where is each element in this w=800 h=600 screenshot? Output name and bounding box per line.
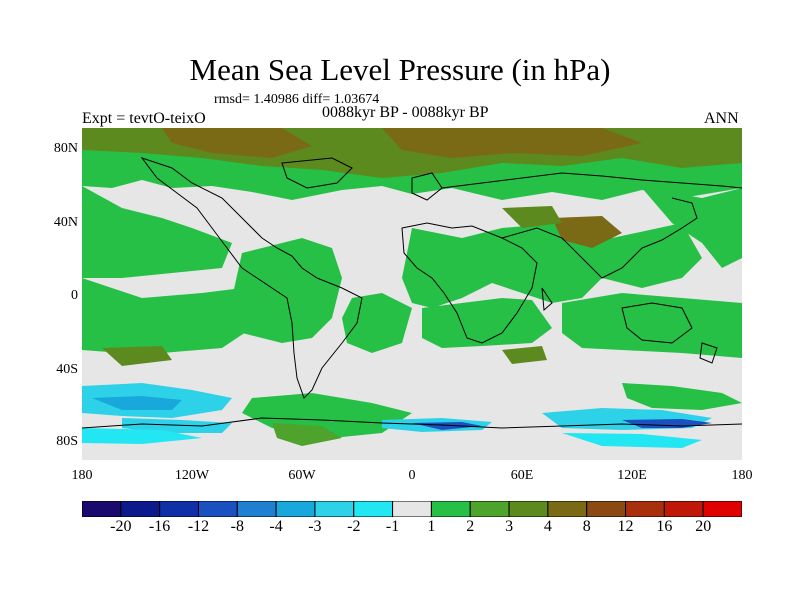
legend-label: -2 [347, 518, 361, 535]
legend-swatch [314, 501, 355, 517]
legend-swatch [625, 501, 665, 517]
legend-label: 12 [617, 518, 634, 535]
legend-label: 20 [695, 518, 712, 535]
lon-label-0: 0 [408, 468, 416, 483]
legend-label: 16 [656, 518, 673, 535]
legend-colorbar [82, 501, 742, 517]
legend-swatch [197, 501, 238, 517]
legend-swatch [236, 501, 277, 517]
legend-swatch [159, 501, 199, 517]
legend-swatch [702, 501, 742, 517]
legend-label: -1 [385, 518, 400, 535]
legend-label: 4 [543, 518, 552, 535]
legend-swatch [508, 501, 549, 517]
legend-swatch [392, 501, 432, 517]
legend-swatch [275, 501, 316, 517]
legend-swatch [120, 501, 161, 517]
lat-label-40n: 40N [53, 215, 78, 230]
legend-label: -4 [269, 518, 283, 535]
lon-label-180e: 180 [731, 468, 753, 483]
stats-label: rmsd= 1.40986 diff= 1.03674 [214, 92, 380, 107]
lon-label-120w: 120W [174, 468, 210, 483]
season-label: ANN [704, 110, 739, 127]
lat-label-40s: 40S [56, 362, 78, 377]
lat-label-0: 0 [71, 288, 78, 303]
map-title: Mean Sea Level Pressure (in hPa) [189, 52, 611, 87]
legend-label: -12 [187, 518, 210, 535]
legend-swatch [353, 501, 394, 517]
legend-swatch [547, 501, 588, 517]
legend-swatch [663, 501, 704, 517]
legend-label: 2 [466, 518, 475, 535]
lon-label-60w: 60W [288, 468, 316, 483]
legend-label: 8 [582, 518, 591, 535]
legend-label: -3 [308, 518, 322, 535]
pressure-map [82, 128, 742, 460]
lat-label-80s: 80S [56, 434, 78, 449]
legend-swatch [469, 501, 510, 517]
legend-label: -8 [230, 518, 244, 535]
lat-label-80n: 80N [53, 141, 78, 156]
legend-label: -20 [110, 518, 132, 535]
experiment-label: Expt = tevtO-teixO [82, 110, 206, 127]
legend-label: -16 [148, 518, 171, 535]
legend-label: 1 [427, 518, 436, 535]
legend-swatch [430, 501, 471, 517]
lon-label-180w: 180 [71, 468, 93, 483]
legend-swatch [586, 501, 627, 517]
lon-label-120e: 120E [617, 468, 647, 483]
lon-label-60e: 60E [510, 468, 534, 483]
legend-swatch [82, 501, 122, 517]
period-label: 0088kyr BP - 0088kyr BP [322, 104, 489, 121]
legend-label: 3 [505, 518, 514, 535]
